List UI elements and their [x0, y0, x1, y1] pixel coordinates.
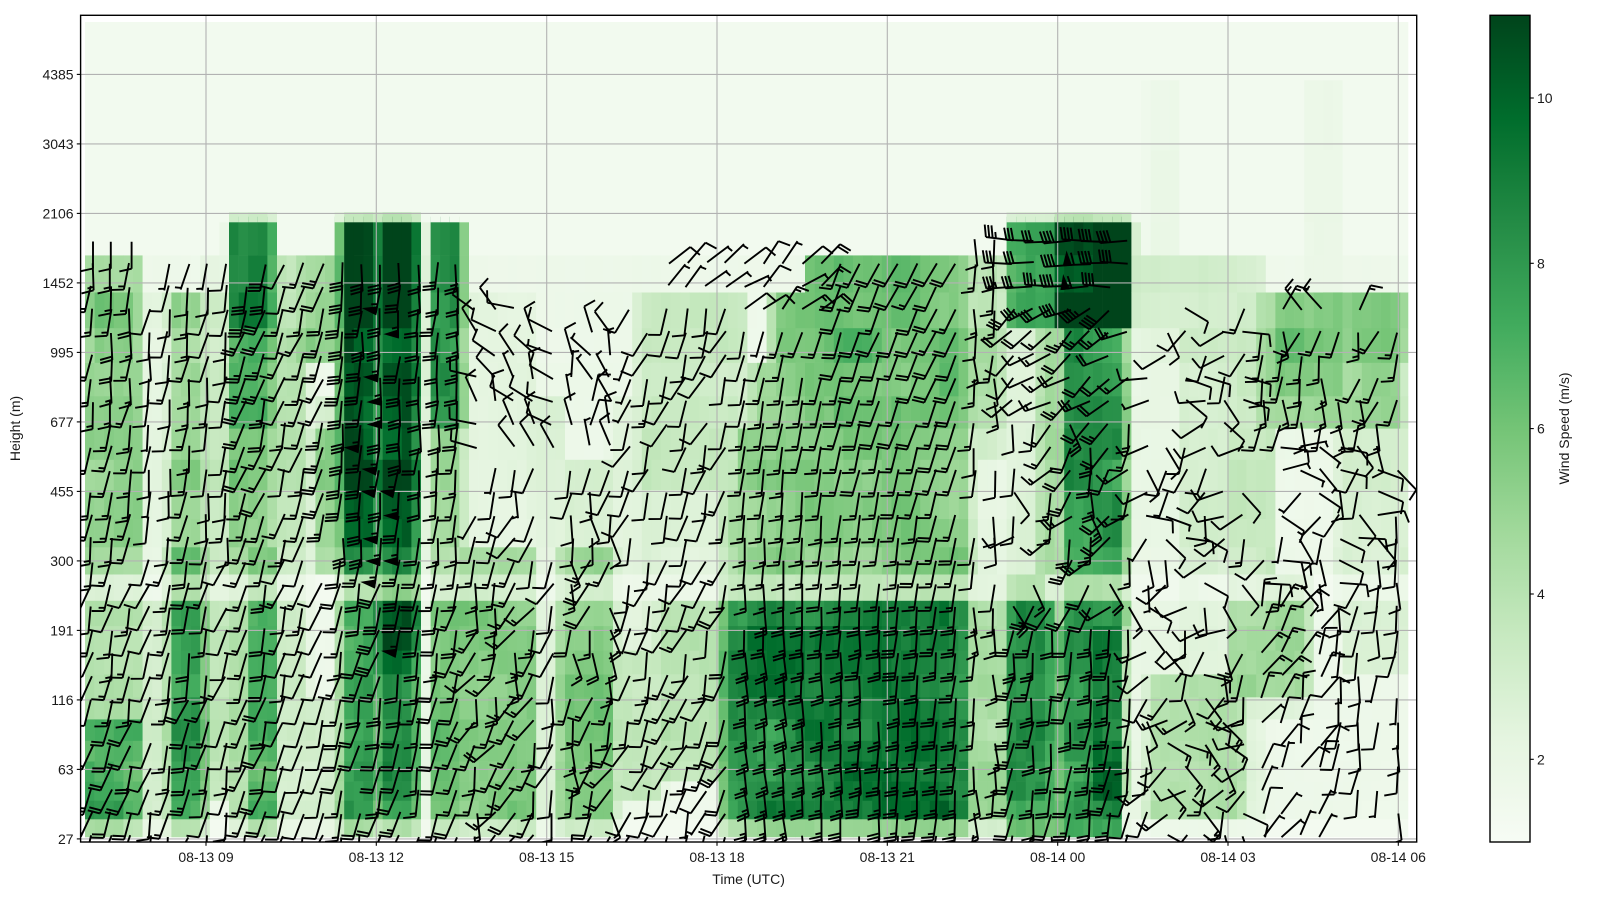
svg-text:Wind Speed (m/s): Wind Speed (m/s): [1556, 372, 1572, 484]
svg-text:08-13 21: 08-13 21: [860, 849, 915, 865]
svg-text:677: 677: [50, 414, 74, 430]
svg-text:63: 63: [58, 761, 74, 777]
svg-text:1452: 1452: [42, 275, 73, 291]
svg-text:4: 4: [1537, 586, 1545, 602]
svg-text:995: 995: [50, 344, 74, 360]
svg-text:27: 27: [58, 831, 74, 847]
svg-text:08-13 09: 08-13 09: [178, 849, 233, 865]
svg-text:08-13 15: 08-13 15: [519, 849, 574, 865]
svg-text:08-14 00: 08-14 00: [1030, 849, 1085, 865]
svg-text:Height (m): Height (m): [7, 396, 23, 461]
svg-text:2106: 2106: [42, 205, 73, 221]
svg-text:08-13 18: 08-13 18: [689, 849, 744, 865]
svg-text:3043: 3043: [42, 136, 73, 152]
svg-text:191: 191: [50, 622, 74, 638]
svg-text:116: 116: [51, 692, 74, 708]
svg-text:Time (UTC): Time (UTC): [712, 871, 785, 887]
svg-text:4385: 4385: [42, 66, 73, 82]
svg-text:8: 8: [1537, 255, 1545, 271]
svg-text:08-14 03: 08-14 03: [1200, 849, 1255, 865]
svg-text:6: 6: [1537, 421, 1545, 437]
svg-text:455: 455: [50, 483, 74, 499]
svg-text:08-13 12: 08-13 12: [349, 849, 404, 865]
svg-text:2: 2: [1537, 751, 1545, 767]
svg-text:08-14 06: 08-14 06: [1371, 849, 1426, 865]
svg-text:10: 10: [1537, 90, 1553, 106]
svg-text:300: 300: [50, 553, 74, 569]
